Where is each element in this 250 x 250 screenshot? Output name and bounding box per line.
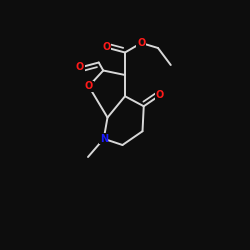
Text: O: O (76, 62, 84, 72)
Text: O: O (102, 42, 110, 52)
Text: O: O (156, 90, 164, 101)
Text: O: O (84, 81, 93, 91)
Text: N: N (100, 134, 108, 144)
Text: O: O (137, 38, 145, 48)
